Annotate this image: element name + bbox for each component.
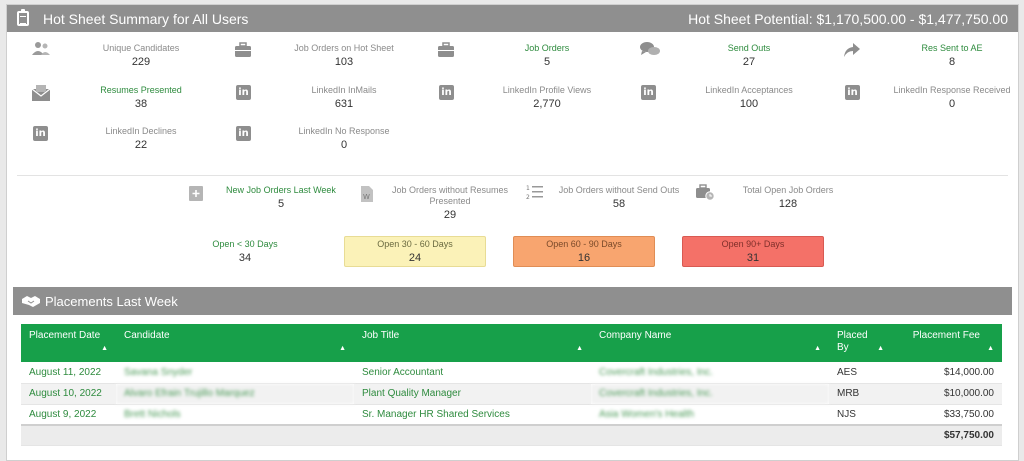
- col-candidate[interactable]: Candidate ▲: [116, 324, 354, 362]
- col-placed-by[interactable]: Placed By ▲: [829, 324, 892, 362]
- stat-linkedin-profile-views[interactable]: LinkedIn Profile Views 2,770: [502, 85, 592, 110]
- section-divider: [17, 175, 1008, 176]
- cell-job-title[interactable]: Sr. Manager HR Shared Services: [354, 404, 591, 426]
- stat-linkedin-inmails[interactable]: LinkedIn InMails 631: [311, 85, 377, 110]
- briefcase-icon: [438, 42, 454, 57]
- cell-company[interactable]: Covercraft Industries, Inc.: [591, 362, 829, 384]
- table-row: August 9, 2022 Brett Nichols Sr. Manager…: [21, 404, 1002, 426]
- stat-unique-candidates[interactable]: Unique Candidates 229: [102, 43, 180, 68]
- cell-placed-by: MRB: [829, 383, 892, 405]
- total-fee: $57,750.00: [892, 424, 1002, 446]
- sort-icon: ▲: [877, 345, 884, 352]
- stat-linkedin-declines[interactable]: LinkedIn Declines 22: [105, 126, 177, 151]
- box-open-under-30-days[interactable]: Open < 30 Days 34: [174, 236, 316, 267]
- linkedin-icon: in: [439, 85, 454, 100]
- stat-job-orders-without-resumes[interactable]: Job Orders without Resumes Presented 29: [391, 185, 509, 221]
- sort-icon: ▲: [101, 345, 108, 352]
- cell-company[interactable]: Asia Women's Health: [591, 404, 829, 426]
- linkedin-icon: in: [641, 85, 656, 100]
- stat-send-outs[interactable]: Send Outs 27: [727, 43, 771, 68]
- cell-fee: $14,000.00: [892, 362, 1002, 384]
- handshake-icon: [22, 296, 40, 307]
- clipboard-icon: [17, 9, 29, 26]
- stat-res-sent-to-ae[interactable]: Res Sent to AE 8: [921, 43, 983, 68]
- cell-fee: $10,000.00: [892, 383, 1002, 405]
- cell-placed-by: AES: [829, 362, 892, 384]
- stat-linkedin-response-received[interactable]: LinkedIn Response Received 0: [893, 85, 1011, 110]
- cell-job-title[interactable]: Plant Quality Manager: [354, 383, 591, 405]
- cell-company[interactable]: Covercraft Industries, Inc.: [591, 383, 829, 405]
- sort-icon: ▲: [814, 345, 821, 352]
- word-document-icon: W: [361, 186, 373, 202]
- col-placement-date[interactable]: Placement Date ▲: [21, 324, 116, 362]
- briefcase-clock-icon: [696, 184, 715, 201]
- box-open-90-plus-days[interactable]: Open 90+ Days 31: [682, 236, 824, 267]
- table-row: August 11, 2022 Savana Snyder Senior Acc…: [21, 362, 1002, 384]
- stat-linkedin-acceptances[interactable]: LinkedIn Acceptances 100: [705, 85, 793, 110]
- svg-text:2: 2: [526, 194, 530, 201]
- linkedin-icon: in: [845, 85, 860, 100]
- placements-title: Placements Last Week: [45, 293, 178, 309]
- col-job-title[interactable]: Job Title ▲: [354, 324, 591, 362]
- svg-text:1: 1: [526, 185, 530, 192]
- sort-icon: ▲: [576, 345, 583, 352]
- summary-header: Hot Sheet Summary for All Users Hot Shee…: [7, 5, 1018, 32]
- hot-sheet-potential: Hot Sheet Potential: $1,170,500.00 - $1,…: [688, 10, 1008, 27]
- table-row: August 10, 2022 Alvaro Efrain Trujillo M…: [21, 383, 1002, 405]
- linkedin-icon: in: [33, 126, 48, 141]
- briefcase-icon: [235, 42, 251, 57]
- cell-candidate[interactable]: Alvaro Efrain Trujillo Marquez: [116, 383, 354, 405]
- cell-candidate[interactable]: Brett Nichols: [116, 404, 354, 426]
- total-row: $57,750.00: [21, 424, 1002, 446]
- stat-job-orders[interactable]: Job Orders 5: [524, 43, 570, 68]
- linkedin-icon: in: [236, 85, 251, 100]
- col-placement-fee[interactable]: Placement Fee ▲: [892, 324, 1002, 362]
- numbered-list-icon: 12: [526, 185, 543, 201]
- hot-sheet-card: Hot Sheet Summary for All Users Hot Shee…: [6, 4, 1019, 461]
- envelope-icon: [31, 85, 51, 101]
- users-icon: [32, 42, 50, 55]
- cell-date[interactable]: August 9, 2022: [21, 404, 116, 426]
- chat-bubbles-icon: [640, 42, 660, 55]
- stat-total-open-job-orders[interactable]: Total Open Job Orders 128: [742, 185, 834, 210]
- svg-text:W: W: [363, 193, 370, 201]
- cell-placed-by: NJS: [829, 404, 892, 426]
- box-open-30-60-days[interactable]: Open 30 - 60 Days 24: [344, 236, 486, 267]
- stat-linkedin-no-response[interactable]: LinkedIn No Response 0: [298, 126, 390, 151]
- cell-job-title[interactable]: Senior Accountant: [354, 362, 591, 384]
- share-arrow-icon: [844, 43, 860, 57]
- box-open-60-90-days[interactable]: Open 60 - 90 Days 16: [513, 236, 655, 267]
- placements-table: Placement Date ▲ Candidate ▲ Job Title ▲ Co…: [21, 324, 1002, 446]
- summary-title: Hot Sheet Summary for All Users: [43, 10, 249, 27]
- sort-icon: ▲: [339, 345, 346, 352]
- cell-date[interactable]: August 10, 2022: [21, 383, 116, 405]
- stat-new-job-orders-last-week[interactable]: New Job Orders Last Week 5: [226, 185, 336, 210]
- linkedin-icon: in: [236, 126, 251, 141]
- stat-job-orders-on-hot-sheet[interactable]: Job Orders on Hot Sheet 103: [294, 43, 394, 68]
- sort-icon: ▲: [987, 345, 994, 352]
- stat-job-orders-without-send-outs[interactable]: Job Orders without Send Outs 58: [558, 185, 680, 210]
- cell-fee: $33,750.00: [892, 404, 1002, 426]
- placements-header: Placements Last Week: [13, 287, 1012, 315]
- stat-resumes-presented[interactable]: Resumes Presented 38: [100, 85, 182, 110]
- add-document-icon: [189, 186, 203, 201]
- cell-date[interactable]: August 11, 2022: [21, 362, 116, 384]
- cell-candidate[interactable]: Savana Snyder: [116, 362, 354, 384]
- col-company-name[interactable]: Company Name ▲: [591, 324, 829, 362]
